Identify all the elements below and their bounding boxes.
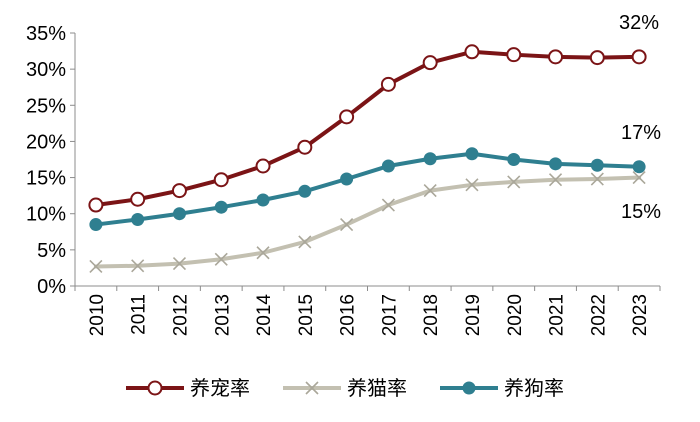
y-tick-label: 20%: [26, 131, 66, 153]
legend-label-cat-rate: 养猫率: [347, 377, 407, 400]
data-point: [465, 178, 479, 192]
x-tick-label: 2010: [87, 294, 108, 336]
x-tick-label: 2021: [547, 294, 568, 336]
legend-item-pet-rate: 养宠率: [126, 377, 250, 400]
x-tick-label: 2022: [588, 294, 609, 336]
series-line: [93, 151, 642, 227]
series-0: [88, 44, 647, 213]
data-point: [298, 184, 312, 198]
x-tick-label: 2013: [212, 294, 233, 336]
data-point: [381, 159, 395, 173]
data-point: [255, 158, 271, 174]
data-point: [632, 160, 646, 174]
legend-label-pet-rate: 养宠率: [190, 377, 250, 400]
x-tick-label: 2016: [338, 294, 359, 336]
annotations: 32% 17% 15%: [619, 12, 661, 223]
data-point: [423, 184, 437, 198]
series-line: [93, 175, 642, 269]
data-point: [339, 109, 355, 125]
legend-marker-pet-rate: [147, 380, 163, 396]
legend: 养宠率 养猫率 养狗率: [126, 377, 564, 400]
data-point: [548, 49, 564, 65]
y-tick-label: 10%: [26, 204, 66, 226]
data-point: [130, 191, 146, 207]
data-point: [632, 171, 646, 185]
data-point: [172, 257, 187, 271]
y-tick-label: 30%: [26, 59, 66, 81]
data-point: [172, 207, 186, 221]
data-point: [89, 259, 103, 274]
y-tick-label: 35%: [26, 23, 66, 45]
y-tick-label: 0%: [37, 276, 66, 298]
annotation-cat-rate: 15%: [621, 201, 661, 223]
x-tick-label: 2012: [170, 294, 191, 336]
data-point: [298, 235, 312, 249]
data-point: [213, 172, 229, 188]
annotation-dog-rate: 17%: [621, 122, 661, 144]
data-point: [507, 153, 521, 166]
data-point: [89, 218, 103, 232]
data-point: [131, 259, 145, 273]
data-point: [590, 172, 604, 186]
data-point: [464, 44, 480, 60]
data-point: [423, 152, 437, 166]
series-layer: [88, 44, 647, 274]
y-tick-label: 15%: [26, 168, 66, 190]
x-tick-label: 2017: [379, 294, 400, 336]
data-point: [340, 172, 354, 186]
x-tick-label: 2011: [129, 294, 150, 335]
legend-marker-dog-rate: [462, 381, 476, 395]
legend-label-dog-rate: 养狗率: [504, 377, 564, 400]
data-point: [88, 197, 104, 213]
data-point: [507, 175, 521, 189]
data-point: [380, 76, 396, 92]
data-point: [297, 139, 313, 155]
data-point: [590, 158, 604, 172]
legend-item-cat-rate: 养猫率: [283, 377, 407, 400]
data-point: [256, 246, 270, 260]
data-point: [465, 147, 479, 161]
data-point: [506, 47, 522, 63]
data-point: [171, 183, 187, 199]
data-point: [589, 50, 605, 66]
x-tick-label: 2019: [463, 294, 484, 336]
data-point: [422, 55, 438, 71]
y-tick-label: 5%: [37, 240, 66, 262]
data-point: [549, 157, 563, 171]
data-point: [256, 193, 270, 207]
x-tick-label: 2015: [296, 294, 317, 336]
series-2: [89, 147, 646, 232]
data-point: [131, 212, 145, 226]
axes: 0% 5% 10% 15% 20% 25% 30% 35% 2010 2011 2012 2013 20…: [26, 23, 661, 337]
data-point: [214, 252, 228, 266]
data-point: [340, 217, 354, 232]
x-tick-label: 2014: [254, 294, 275, 337]
x-tick-label: 2018: [421, 294, 442, 336]
legend-item-dog-rate: 养狗率: [440, 377, 564, 400]
x-tick-label: 2020: [505, 294, 526, 336]
data-point: [214, 200, 228, 214]
x-tick-label: 2023: [630, 294, 651, 336]
data-point: [548, 173, 563, 187]
data-point: [381, 198, 395, 212]
y-tick-label: 25%: [26, 95, 66, 117]
data-point: [631, 49, 647, 65]
annotation-pet-rate: 32%: [619, 12, 659, 34]
series-1: [89, 171, 646, 274]
legend-marker-cat-rate: [305, 381, 319, 395]
